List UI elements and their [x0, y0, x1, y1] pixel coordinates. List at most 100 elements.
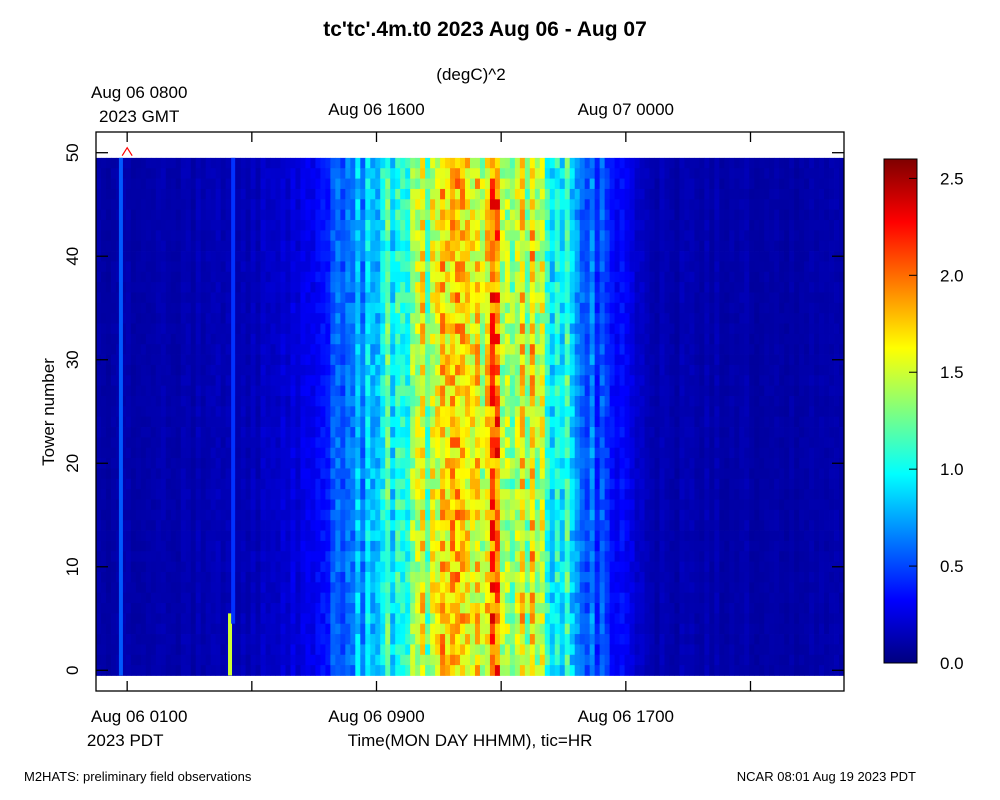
heatmap-cell [135, 623, 142, 635]
heatmap-cell [539, 406, 546, 418]
heatmap-cell [489, 478, 496, 490]
heatmap-cell [340, 240, 346, 252]
heatmap-cell [519, 251, 526, 262]
heatmap-cell [465, 540, 471, 552]
heatmap-cell [579, 530, 586, 542]
heatmap-cell [210, 333, 217, 345]
heatmap-cell [445, 333, 451, 345]
heatmap-cell [569, 530, 576, 542]
heatmap-cell [584, 468, 591, 480]
heatmap-cell [245, 251, 251, 262]
heatmap-cell [335, 530, 341, 542]
heatmap-cell [310, 416, 316, 428]
heatmap-cell [270, 261, 276, 273]
heatmap-cell [260, 571, 266, 583]
heatmap-cell [534, 354, 541, 366]
heatmap-cell [385, 292, 391, 304]
heatmap-cell [405, 427, 411, 438]
heatmap-cell [465, 530, 471, 542]
heatmap-cell [195, 292, 202, 304]
heatmap-cell [425, 499, 431, 511]
heatmap-cell [130, 592, 137, 604]
heatmap-cell [335, 416, 341, 428]
heatmap-cell [195, 261, 202, 273]
heatmap-cell [325, 489, 331, 500]
heatmap-cell [200, 530, 207, 542]
heatmap-cell [260, 530, 266, 542]
heatmap-cell [330, 571, 336, 583]
heatmap-cell [494, 333, 501, 345]
heatmap-cell [584, 354, 591, 366]
heatmap-cell [180, 530, 187, 542]
heatmap-cell [315, 188, 321, 200]
heatmap-cell [215, 530, 222, 542]
heatmap-cell [584, 385, 591, 397]
heatmap-cell [554, 530, 561, 542]
heatmap-cell [445, 292, 451, 304]
heatmap-cell [345, 168, 351, 179]
heatmap-cell [325, 458, 331, 469]
heatmap-cell [175, 551, 182, 562]
heatmap-cell [514, 592, 521, 604]
heatmap-cell [410, 478, 416, 490]
heatmap-cell [410, 313, 416, 324]
heatmap-cell [574, 623, 581, 635]
heatmap-cell [250, 665, 256, 676]
heatmap-cell [145, 582, 152, 594]
heatmap-cell [270, 385, 276, 397]
heatmap-cell [400, 478, 406, 490]
heatmap-cell [100, 592, 107, 604]
heatmap-cell [509, 416, 516, 428]
heatmap-cell [135, 447, 142, 459]
heatmap-cell [415, 551, 421, 562]
heatmap-cell [285, 499, 291, 511]
heatmap-cell [300, 178, 306, 190]
heatmap-cell [225, 251, 232, 262]
heatmap-cell [300, 458, 306, 469]
heatmap-cell [195, 323, 202, 335]
heatmap-cell [255, 261, 261, 273]
heatmap-cell [365, 551, 371, 562]
heatmap-cell [105, 582, 112, 594]
heatmap-cell [275, 313, 281, 324]
heatmap-cell [549, 251, 556, 262]
heatmap-cell [395, 375, 401, 387]
heatmap-cell [494, 634, 501, 645]
heatmap-cell [270, 530, 276, 542]
heatmap-cell [529, 623, 536, 635]
heatmap-cell [300, 499, 306, 511]
heatmap-cell [245, 561, 251, 573]
heatmap-cell [465, 240, 471, 252]
heatmap-cell [370, 437, 376, 449]
heatmap-cell [420, 613, 426, 625]
heatmap-cell [415, 520, 421, 531]
heatmap-cell [420, 509, 426, 521]
heatmap-cell [474, 313, 481, 324]
heatmap-cell [190, 219, 197, 231]
heatmap-cell [235, 634, 242, 645]
heatmap-cell [544, 375, 551, 387]
heatmap-cell [544, 644, 551, 656]
heatmap-cell [410, 613, 416, 625]
heatmap-cell [125, 571, 132, 583]
heatmap-cell [390, 540, 396, 552]
heatmap-cell [160, 302, 167, 314]
heatmap-cell [310, 447, 316, 459]
heatmap-cell [519, 354, 526, 366]
heatmap-cell [115, 219, 122, 231]
heatmap-cell [425, 416, 431, 428]
units-label: (degC)^2 [436, 65, 505, 84]
heatmap-cell [150, 509, 157, 521]
heatmap-cell [579, 406, 586, 418]
heatmap-cell [295, 157, 301, 169]
heatmap-cell [215, 178, 222, 190]
heatmap-cell [190, 623, 197, 635]
heatmap-cell [285, 364, 291, 376]
heatmap-cell [489, 344, 496, 355]
heatmap-cell [260, 375, 266, 387]
heatmap-cell [220, 551, 227, 562]
heatmap-cell [484, 395, 491, 407]
heatmap-cell [100, 199, 107, 211]
heatmap-cell [514, 230, 521, 242]
heatmap-cell [255, 458, 261, 469]
